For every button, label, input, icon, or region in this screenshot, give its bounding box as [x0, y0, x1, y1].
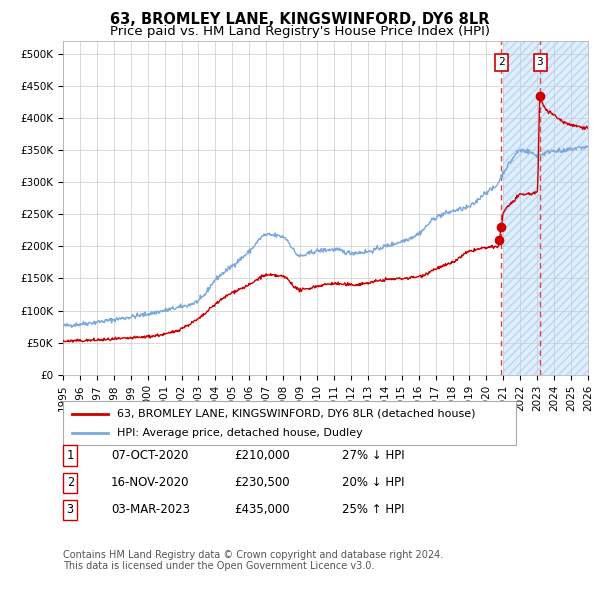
Text: 63, BROMLEY LANE, KINGSWINFORD, DY6 8LR: 63, BROMLEY LANE, KINGSWINFORD, DY6 8LR [110, 12, 490, 27]
Text: £230,500: £230,500 [234, 476, 290, 489]
Bar [503, 41, 588, 375]
Text: HPI: Average price, detached house, Dudley: HPI: Average price, detached house, Dudl… [118, 428, 363, 438]
Text: £435,000: £435,000 [234, 503, 290, 516]
Text: 16-NOV-2020: 16-NOV-2020 [111, 476, 190, 489]
Text: 25% ↑ HPI: 25% ↑ HPI [342, 503, 404, 516]
Text: 27% ↓ HPI: 27% ↓ HPI [342, 449, 404, 462]
Text: Price paid vs. HM Land Registry's House Price Index (HPI): Price paid vs. HM Land Registry's House … [110, 25, 490, 38]
Text: £210,000: £210,000 [234, 449, 290, 462]
Text: 63, BROMLEY LANE, KINGSWINFORD, DY6 8LR (detached house): 63, BROMLEY LANE, KINGSWINFORD, DY6 8LR … [118, 409, 476, 418]
Text: 3: 3 [536, 57, 544, 67]
Text: 2: 2 [498, 57, 505, 67]
Bar [503, 41, 588, 375]
Text: Contains HM Land Registry data © Crown copyright and database right 2024.: Contains HM Land Registry data © Crown c… [63, 550, 443, 559]
Text: 2: 2 [67, 476, 74, 489]
Text: This data is licensed under the Open Government Licence v3.0.: This data is licensed under the Open Gov… [63, 562, 374, 571]
Text: 1: 1 [67, 449, 74, 462]
Text: 07-OCT-2020: 07-OCT-2020 [111, 449, 188, 462]
Text: 20% ↓ HPI: 20% ↓ HPI [342, 476, 404, 489]
Text: 03-MAR-2023: 03-MAR-2023 [111, 503, 190, 516]
Text: 3: 3 [67, 503, 74, 516]
